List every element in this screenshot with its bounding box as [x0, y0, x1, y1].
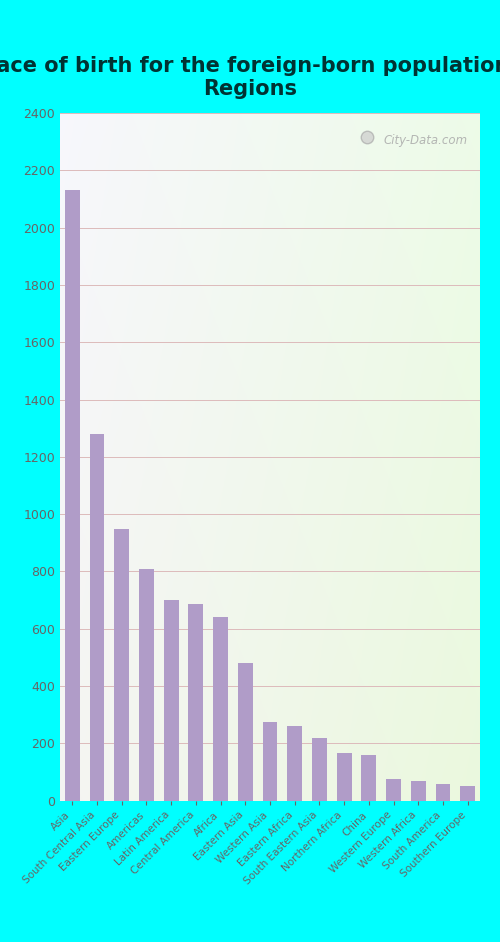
Bar: [460, 787, 475, 801]
Bar: [213, 617, 228, 801]
Bar: [362, 755, 376, 801]
Bar: [262, 722, 278, 801]
Bar: [312, 738, 327, 801]
Bar: [386, 779, 401, 801]
Bar: [238, 663, 252, 801]
Bar: [65, 190, 80, 801]
Bar: [139, 569, 154, 801]
Text: City-Data.com: City-Data.com: [384, 134, 468, 147]
Bar: [336, 754, 351, 801]
Bar: [164, 600, 178, 801]
Text: Place of birth for the foreign-born population -
Regions: Place of birth for the foreign-born popu…: [0, 56, 500, 99]
Bar: [188, 605, 204, 801]
Bar: [288, 726, 302, 801]
Bar: [114, 528, 129, 801]
Bar: [90, 434, 104, 801]
Bar: [411, 781, 426, 801]
Bar: [436, 784, 450, 801]
